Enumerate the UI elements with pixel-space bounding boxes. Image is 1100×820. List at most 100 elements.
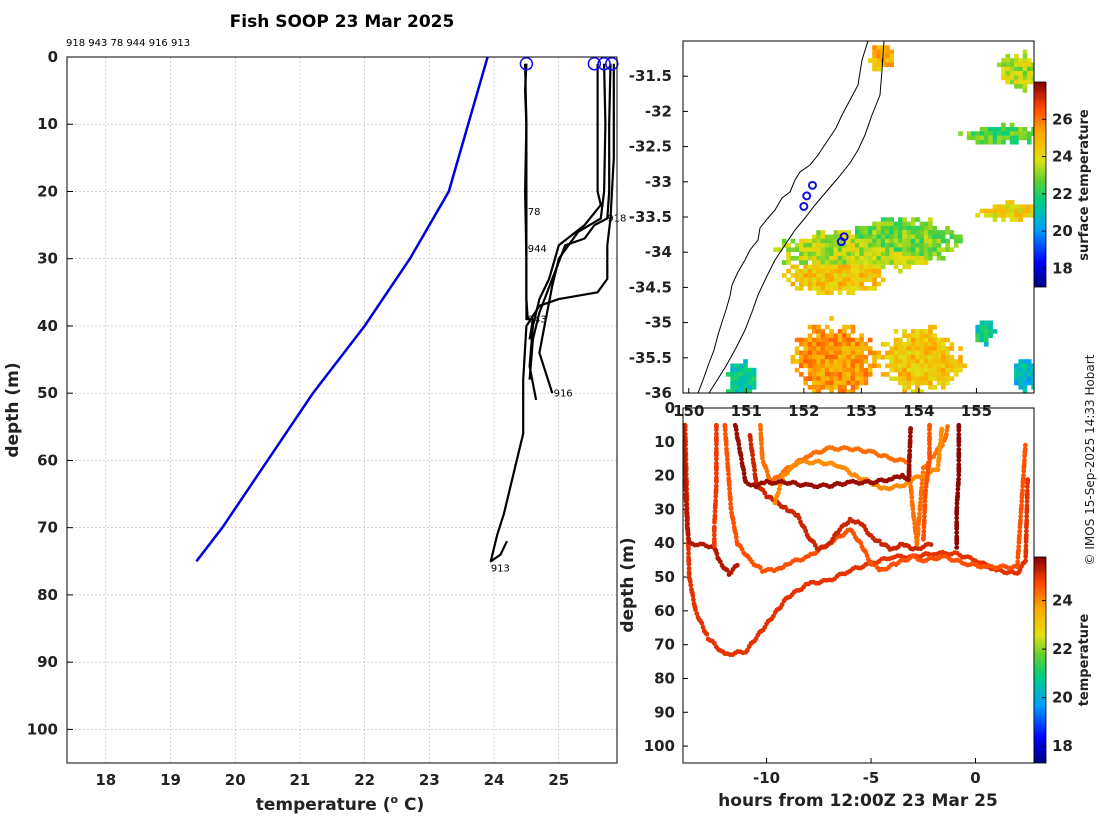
section-point-t4 <box>683 476 688 482</box>
sst-colorbar-tick-label: 18 <box>1052 259 1073 277</box>
sst-cell <box>738 363 744 369</box>
section-y-tick-label: 40 <box>654 534 675 552</box>
sst-cell <box>829 385 834 390</box>
sst-cell <box>898 354 903 360</box>
sst-cell <box>910 217 916 222</box>
profile-label: 944 <box>528 244 547 255</box>
sst-cell <box>855 238 860 244</box>
sst-cell <box>932 354 937 360</box>
sst-cell <box>915 251 920 257</box>
coastline <box>697 41 885 393</box>
sst-cell <box>984 320 989 326</box>
sst-cell <box>837 380 843 386</box>
sst-cell <box>928 221 933 227</box>
sst-cell <box>824 346 830 351</box>
sst-cell <box>867 225 873 231</box>
sst-cell <box>816 346 821 351</box>
sst-cell <box>833 260 839 265</box>
sst-cell <box>949 247 955 252</box>
section-point-t3 <box>752 467 757 473</box>
sst-cell <box>855 346 860 351</box>
sst-cell <box>790 359 796 364</box>
sst-cell <box>910 376 916 381</box>
sst-cell <box>812 251 817 257</box>
sst-cell <box>898 238 903 244</box>
sst-cell <box>898 376 903 381</box>
sst-cell <box>898 260 903 265</box>
map-y-tick-label: -34.5 <box>629 278 672 296</box>
sst-cell <box>923 238 929 244</box>
sst-cell <box>837 230 843 235</box>
sst-cell <box>829 268 834 274</box>
sst-cell <box>743 376 748 381</box>
sst-cell <box>898 372 903 377</box>
sst-cell <box>824 337 830 343</box>
section-y-tick-label: 20 <box>654 467 675 485</box>
sst-cell <box>794 256 800 261</box>
section-point-t4 <box>683 472 688 478</box>
sst-cell <box>807 385 813 390</box>
map-x-tick-label: 152 <box>788 402 819 420</box>
sst-cell <box>850 286 856 291</box>
sst-cell <box>863 243 869 248</box>
sst-cell <box>794 286 800 291</box>
sst-cell <box>906 372 912 377</box>
sst-cell <box>876 45 882 50</box>
section-point-t10 <box>927 455 932 461</box>
map-y-tick-label: -33 <box>645 173 672 191</box>
section-point-t2 <box>1021 473 1026 478</box>
sst-cell <box>872 256 877 261</box>
sst-cell <box>799 273 804 278</box>
sst-cell <box>1022 376 1028 381</box>
sst-cell <box>803 238 808 244</box>
sst-cell <box>992 139 998 145</box>
sst-cell <box>1005 127 1011 132</box>
sst-cell <box>932 376 937 381</box>
sst-cell <box>941 350 946 356</box>
sst-cell <box>1031 62 1034 68</box>
sst-cell <box>807 268 813 274</box>
sst-cell <box>885 251 890 257</box>
series-line-944 <box>524 63 529 320</box>
sst-cell <box>893 247 899 252</box>
sst-cell <box>807 367 813 373</box>
section-y-tick-label: 90 <box>654 703 675 721</box>
sst-cell <box>842 260 847 265</box>
credit-text: © IMOS 15-Sep-2025 14:33 Hobart <box>1083 354 1097 565</box>
section-point-t7 <box>738 452 744 458</box>
sst-cell <box>816 367 821 373</box>
section-point-t2 <box>725 457 730 462</box>
temp-colorbar-tick-label: 22 <box>1052 640 1073 658</box>
sst-cell <box>885 342 890 347</box>
sst-cell <box>1022 208 1028 214</box>
section-point-t1 <box>688 582 694 588</box>
section-point-t9 <box>712 509 718 514</box>
sst-cell <box>855 273 860 278</box>
section-point-t5 <box>910 506 916 512</box>
sst-cell <box>846 346 851 351</box>
sst-cell <box>919 346 925 351</box>
sst-cell <box>829 380 834 386</box>
sst-cell <box>747 376 753 381</box>
sst-cell <box>932 337 937 343</box>
sst-cell <box>855 385 860 390</box>
sst-cell <box>928 256 933 261</box>
sst-cell <box>850 260 856 265</box>
sst-cell <box>1001 217 1006 222</box>
sst-cell <box>941 367 946 373</box>
sst-cell <box>1022 127 1028 132</box>
sst-cell <box>1027 131 1032 136</box>
sst-cell <box>855 354 860 360</box>
sst-cell <box>816 385 821 390</box>
sst-cell <box>812 268 817 274</box>
section-point-t1 <box>1025 477 1031 483</box>
sst-cell <box>941 363 946 369</box>
sst-cell <box>829 238 834 244</box>
x-tick-label: 24 <box>484 771 505 789</box>
y-tick-label: 10 <box>37 115 58 133</box>
sst-cell <box>1014 363 1019 369</box>
sst-cell <box>833 342 839 347</box>
sst-cell <box>829 273 834 278</box>
sst-cell <box>889 359 894 364</box>
sst-cell <box>824 367 830 373</box>
